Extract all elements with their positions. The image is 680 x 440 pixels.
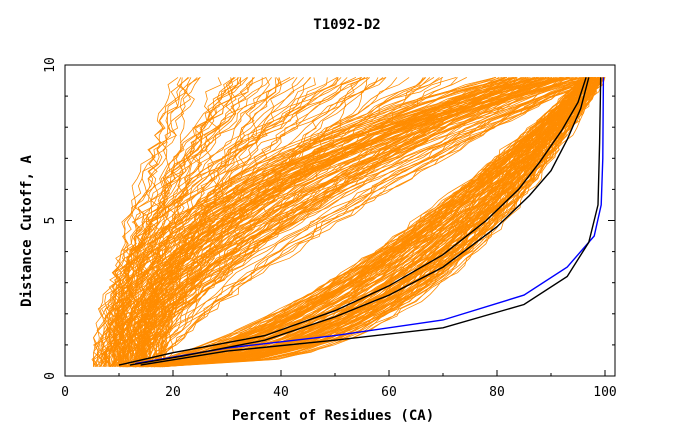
model-curve <box>100 77 190 367</box>
model-curve <box>155 77 505 367</box>
highlight-curve <box>135 77 605 365</box>
model-curve <box>134 77 529 367</box>
x-tick-label: 80 <box>489 385 505 400</box>
model-curve <box>120 77 595 368</box>
model-curve <box>123 77 338 367</box>
model-curve <box>143 77 529 367</box>
model-curve <box>135 77 599 368</box>
model-curve <box>141 77 540 367</box>
model-curve <box>124 77 598 368</box>
y-tick-label: 0 <box>43 372 58 380</box>
model-curve <box>122 77 561 367</box>
model-curve <box>108 77 574 368</box>
chart-title: T1092-D2 <box>313 17 380 33</box>
model-curve <box>147 77 606 368</box>
model-curve <box>100 77 189 367</box>
model-curve <box>100 77 357 367</box>
highlight-curves <box>118 77 605 366</box>
model-curve <box>152 77 585 367</box>
model-curve <box>139 77 547 367</box>
x-axis: 0 20 40 60 80 100 <box>61 370 617 400</box>
model-curve <box>152 77 523 367</box>
model-curve <box>121 77 588 367</box>
x-tick-label: 60 <box>381 385 397 400</box>
model-curve <box>109 77 536 367</box>
model-curve <box>142 77 601 368</box>
model-curve <box>135 77 589 368</box>
model-curve <box>154 77 595 368</box>
model-curve <box>159 77 510 367</box>
x-tick-label: 100 <box>593 385 616 400</box>
model-curve <box>149 77 526 367</box>
model-curve <box>139 77 567 367</box>
model-curve <box>121 77 201 367</box>
model-curve <box>141 77 584 368</box>
model-curve <box>133 77 606 368</box>
model-curve <box>133 77 588 368</box>
model-curve <box>162 77 592 368</box>
model-curve <box>149 77 505 367</box>
y-tick-label: 5 <box>43 217 58 225</box>
model-curve <box>156 77 578 367</box>
model-curve <box>145 77 591 368</box>
model-curve <box>113 77 496 367</box>
x-tick-label: 20 <box>165 385 181 400</box>
model-curve <box>160 77 518 367</box>
highlight-curve <box>129 77 590 366</box>
model-curve <box>141 77 503 367</box>
x-tick-label: 0 <box>61 385 69 400</box>
model-curve <box>161 77 605 368</box>
y-tick-label: 10 <box>43 57 58 73</box>
model-curve <box>162 77 592 368</box>
model-curve <box>153 77 581 367</box>
model-curve <box>150 77 583 367</box>
model-curve <box>122 77 517 367</box>
model-curve <box>104 77 348 367</box>
model-curve <box>151 77 604 368</box>
model-curve <box>132 77 601 368</box>
highlight-curve <box>118 77 587 366</box>
y-axis-label: Distance Cutoff, A <box>19 155 35 307</box>
model-curve <box>130 77 549 367</box>
model-curve <box>143 77 537 367</box>
model-curve <box>138 77 593 368</box>
model-curve <box>139 77 513 367</box>
model-curve <box>161 77 504 367</box>
x-tick-label: 40 <box>273 385 289 400</box>
model-curve <box>119 77 538 367</box>
model-curve <box>93 77 339 367</box>
model-curve <box>119 77 544 367</box>
y-axis: 0 5 10 <box>43 57 615 380</box>
model-curve <box>92 77 369 367</box>
model-curve <box>125 77 601 368</box>
x-axis-label: Percent of Residues (CA) <box>232 408 434 424</box>
model-curve <box>134 77 599 368</box>
highlight-curve <box>140 77 602 366</box>
model-curve <box>110 77 540 367</box>
model-curve <box>124 77 544 367</box>
model-curves <box>91 77 606 368</box>
